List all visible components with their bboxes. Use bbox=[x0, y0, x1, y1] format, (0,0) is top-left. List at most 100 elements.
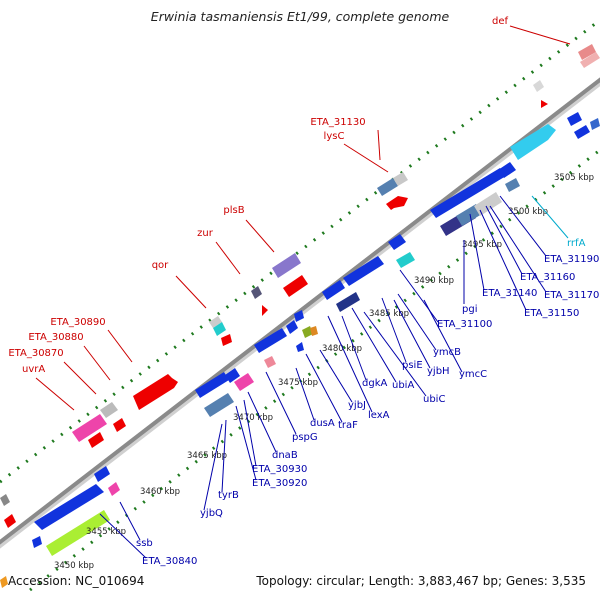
gene-block[interactable] bbox=[272, 253, 301, 278]
gene-label-plsb[interactable]: plsB bbox=[223, 205, 244, 216]
gene-label-eta_30880[interactable]: ETA_30880 bbox=[28, 332, 83, 343]
gene-label-eta_31140[interactable]: ETA_31140 bbox=[482, 288, 537, 299]
gene-block[interactable] bbox=[590, 118, 600, 130]
gene-block[interactable] bbox=[0, 494, 10, 506]
gene-block[interactable] bbox=[262, 305, 268, 316]
gene-leader-line bbox=[363, 311, 427, 397]
gene-block[interactable] bbox=[388, 234, 406, 250]
gene-label-traf[interactable]: traF bbox=[338, 420, 358, 431]
gene-leader-line bbox=[221, 419, 227, 493]
gene-block[interactable] bbox=[474, 192, 502, 216]
gene-block[interactable] bbox=[578, 44, 596, 60]
gene-block[interactable] bbox=[4, 514, 16, 528]
gene-label-eta_30840[interactable]: ETA_30840 bbox=[142, 556, 197, 567]
gene-block[interactable] bbox=[574, 125, 590, 139]
gene-block[interactable] bbox=[204, 393, 234, 417]
gene-block[interactable] bbox=[456, 204, 482, 226]
gene-block[interactable] bbox=[322, 280, 345, 300]
gene-block[interactable] bbox=[254, 328, 287, 353]
gene-block[interactable] bbox=[394, 196, 408, 208]
gene-label-psie[interactable]: psiE bbox=[402, 360, 423, 371]
gene-label-eta_30890[interactable]: ETA_30890 bbox=[50, 317, 105, 328]
gene-label-lexa[interactable]: lexA bbox=[368, 410, 390, 421]
gene-label-lysc[interactable]: lysC bbox=[324, 131, 345, 142]
gene-label-pgi[interactable]: pgi bbox=[462, 304, 477, 315]
gene-block[interactable] bbox=[34, 484, 104, 530]
gene-label-zur[interactable]: zur bbox=[197, 228, 214, 239]
gene-block[interactable] bbox=[310, 326, 318, 336]
gene-label-yjbq[interactable]: yjbQ bbox=[200, 508, 223, 519]
gene-block[interactable] bbox=[580, 52, 600, 68]
gene-block[interactable] bbox=[343, 256, 384, 286]
gene-block[interactable] bbox=[32, 536, 42, 548]
gene-label-qor[interactable]: qor bbox=[152, 260, 169, 271]
gene-block[interactable] bbox=[294, 310, 304, 322]
gene-label-eta_31170[interactable]: ETA_31170 bbox=[544, 290, 599, 301]
gene-block[interactable] bbox=[533, 80, 544, 92]
gene-block[interactable] bbox=[225, 368, 240, 383]
gene-label-def[interactable]: def bbox=[492, 16, 509, 27]
gene-label-dnab[interactable]: dnaB bbox=[272, 450, 298, 461]
gene-label-ubic[interactable]: ubiC bbox=[423, 394, 445, 405]
gene-label-eta_30930[interactable]: ETA_30930 bbox=[252, 464, 307, 475]
gene-block[interactable] bbox=[94, 466, 110, 482]
gene-block[interactable] bbox=[505, 178, 520, 192]
kbp-label: 3450 kbp bbox=[54, 561, 94, 571]
gene-block[interactable] bbox=[46, 510, 110, 556]
gene-label-ymcb[interactable]: ymcB bbox=[433, 347, 461, 358]
gene-block[interactable] bbox=[108, 482, 120, 496]
gene-block[interactable] bbox=[221, 334, 232, 346]
gene-block[interactable] bbox=[430, 168, 506, 218]
gene-label-eta_31190[interactable]: ETA_31190 bbox=[544, 254, 599, 265]
gene-label-ubia[interactable]: ubiA bbox=[392, 380, 414, 391]
gene-block[interactable] bbox=[377, 178, 398, 196]
gene-block[interactable] bbox=[88, 432, 104, 448]
gene-label-yjbh[interactable]: yjbH bbox=[427, 366, 450, 377]
kbp-label: 3465 kbp bbox=[187, 451, 227, 461]
gene-block[interactable] bbox=[286, 320, 298, 334]
gene-block[interactable] bbox=[541, 100, 548, 108]
gene-label-dusa[interactable]: dusA bbox=[310, 418, 335, 429]
gene-block[interactable] bbox=[336, 292, 360, 312]
gene-label-eta_31100[interactable]: ETA_31100 bbox=[437, 319, 492, 330]
gene-label-eta_31130[interactable]: ETA_31130 bbox=[310, 117, 365, 128]
gene-block[interactable] bbox=[100, 402, 118, 418]
gene-label-eta_30920[interactable]: ETA_30920 bbox=[252, 478, 307, 489]
gene-block[interactable] bbox=[195, 372, 229, 398]
gene-block[interactable] bbox=[510, 124, 556, 160]
gene-label-rrfa[interactable]: rrfA bbox=[567, 238, 586, 249]
gene-block[interactable] bbox=[213, 322, 226, 336]
gene-block[interactable] bbox=[72, 414, 107, 442]
map-title: Erwinia tasmaniensis Et1/99, complete ge… bbox=[150, 9, 450, 24]
gene-label-tyrb[interactable]: tyrB bbox=[218, 490, 239, 501]
gene-label-eta_31160[interactable]: ETA_31160 bbox=[520, 272, 575, 283]
gene-block[interactable] bbox=[113, 418, 126, 432]
gene-leader-line bbox=[397, 293, 437, 351]
gene-label-eta_31150[interactable]: ETA_31150 bbox=[524, 308, 579, 319]
gene-block[interactable] bbox=[393, 172, 408, 186]
gene-label-yjbj[interactable]: yjbJ bbox=[348, 400, 366, 411]
gene-block[interactable] bbox=[567, 112, 582, 126]
gene-label-ymcc[interactable]: ymcC bbox=[459, 369, 487, 380]
gene-label-pspg[interactable]: pspG bbox=[292, 432, 318, 443]
gene-label-eta_30870[interactable]: ETA_30870 bbox=[8, 348, 63, 359]
gene-block[interactable] bbox=[296, 342, 304, 352]
gene-block[interactable] bbox=[133, 374, 178, 410]
kbp-label: 3475 kbp bbox=[278, 378, 318, 388]
gene-block[interactable] bbox=[251, 286, 262, 299]
kbp-label: 3490 kbp bbox=[414, 276, 454, 286]
gene-block[interactable] bbox=[234, 373, 254, 391]
kbp-labels: 3450 kbp 3455 kbp 3460 kbp 3465 kbp 3470 kbp… bbox=[54, 173, 594, 571]
gene-block[interactable] bbox=[264, 356, 276, 368]
gene-block[interactable] bbox=[396, 252, 415, 268]
gene-block[interactable] bbox=[209, 316, 222, 328]
gene-block[interactable] bbox=[283, 275, 308, 297]
gene-leader-line bbox=[305, 353, 343, 423]
gene-label-ssb[interactable]: ssb bbox=[136, 538, 153, 549]
gene-leader-line bbox=[343, 143, 389, 173]
gene-block[interactable] bbox=[0, 576, 8, 588]
gene-label-uvra[interactable]: uvrA bbox=[22, 364, 45, 375]
gene-label-dgka[interactable]: dgkA bbox=[362, 378, 387, 389]
